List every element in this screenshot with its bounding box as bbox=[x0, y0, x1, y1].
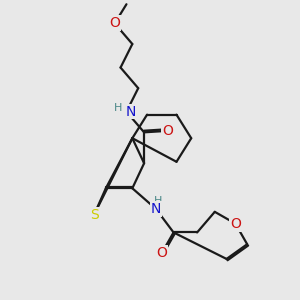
Text: O: O bbox=[109, 16, 120, 30]
Text: O: O bbox=[230, 217, 241, 231]
Text: N: N bbox=[126, 105, 136, 119]
Text: S: S bbox=[90, 208, 98, 222]
Text: O: O bbox=[162, 124, 173, 138]
Text: O: O bbox=[156, 246, 167, 260]
Text: N: N bbox=[151, 202, 161, 216]
Text: H: H bbox=[114, 103, 122, 113]
Text: H: H bbox=[154, 196, 162, 206]
